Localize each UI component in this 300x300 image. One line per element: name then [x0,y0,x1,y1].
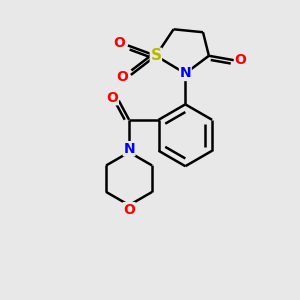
Text: N: N [123,142,135,156]
Text: O: O [123,202,135,217]
Text: N: N [179,66,191,80]
Text: O: O [235,53,246,67]
Text: O: O [117,70,129,84]
Text: S: S [150,48,161,63]
Text: O: O [106,91,118,105]
Text: O: O [114,36,126,50]
